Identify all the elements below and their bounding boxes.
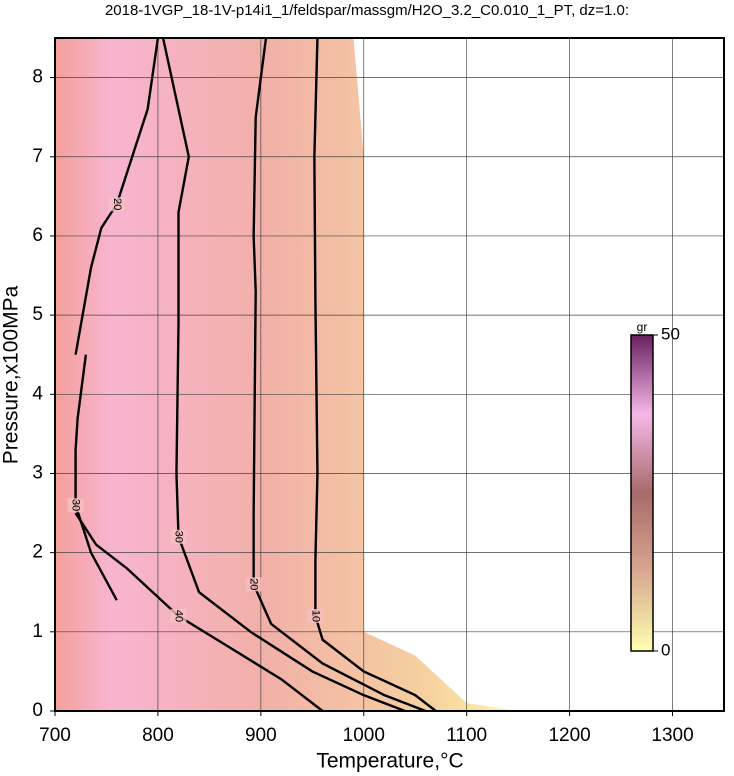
colorbar-tick-label: 0: [661, 640, 670, 659]
y-tick-label: 6: [32, 225, 43, 246]
colorbar-tick-label: 50: [661, 324, 680, 343]
contour-label: 30: [70, 499, 82, 511]
y-tick-label: 7: [32, 146, 43, 167]
y-tick-label: 4: [32, 383, 43, 404]
x-tick-label: 1300: [651, 725, 693, 746]
contour-line: [313, 37, 437, 712]
contour-label-bg: [170, 529, 187, 544]
data-region: [55, 38, 519, 711]
contour-label-bg: [170, 608, 187, 623]
colorbar: [630, 334, 654, 652]
contour-label: 20: [248, 578, 260, 590]
y-tick-label: 3: [32, 462, 43, 483]
x-tick-label: 1100: [446, 725, 487, 746]
x-tick-label: 900: [245, 725, 277, 746]
plot-frame: [54, 37, 725, 712]
x-tick-label: 1200: [548, 725, 590, 746]
x-tick-label: 1000: [343, 725, 385, 746]
contour-label-bg: [307, 608, 324, 623]
contour-label-bg: [245, 577, 262, 592]
y-tick-label: 0: [32, 700, 43, 721]
contour-label: 20: [111, 198, 123, 210]
contour-line: [252, 37, 426, 713]
y-tick-label: 2: [32, 542, 43, 563]
colorbar-label: gr: [637, 320, 648, 334]
contour-line: [74, 354, 118, 601]
chart-title: 2018-1VGP_18-1V-p14i1_1/feldspar/massgm/…: [105, 2, 629, 19]
contour-label-bg: [67, 498, 84, 513]
x-tick-label: 700: [39, 725, 71, 746]
y-axis-label: Pressure,x100MPa: [0, 285, 23, 464]
y-tick-label: 8: [32, 67, 43, 88]
contour-label: 30: [173, 531, 185, 543]
y-tick-label: 1: [32, 621, 43, 642]
x-tick-label: 800: [142, 725, 174, 746]
contour-label-bg: [108, 197, 125, 212]
x-axis-label: Temperature,°C: [316, 750, 463, 773]
contour-label: 10: [309, 610, 321, 622]
contour-label: 40: [173, 610, 185, 622]
y-tick-label: 5: [32, 304, 43, 325]
